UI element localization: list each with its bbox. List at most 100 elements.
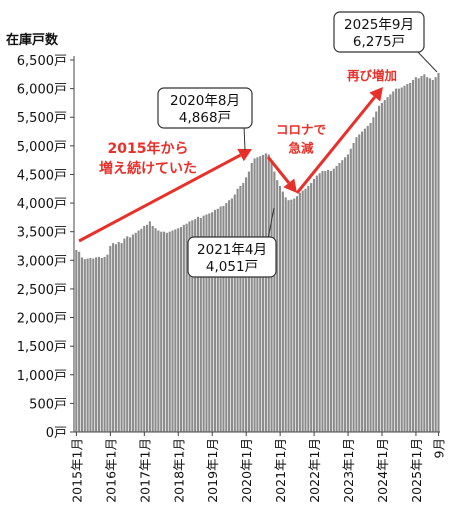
bar	[380, 102, 383, 432]
bar	[123, 238, 126, 432]
bar	[310, 183, 313, 432]
y-tick-label: 2,000戸	[17, 312, 67, 327]
bar	[225, 203, 228, 432]
bar	[270, 163, 273, 432]
x-tick-label: 2019年1月	[205, 438, 220, 503]
bar	[386, 97, 389, 432]
bar	[145, 224, 149, 432]
bar	[352, 142, 355, 432]
trend-arrows	[78, 87, 383, 243]
bar	[80, 257, 84, 432]
callout-box	[157, 87, 253, 129]
bar	[213, 209, 217, 432]
bar	[423, 74, 426, 433]
bar	[205, 214, 208, 432]
bar	[106, 254, 109, 432]
arrow-head	[237, 148, 252, 162]
callout-value: 4,051戸	[206, 259, 258, 275]
bar	[315, 175, 318, 433]
callout-value: 4,868戸	[179, 110, 231, 126]
bar	[267, 154, 270, 432]
bar	[273, 171, 276, 432]
bar	[185, 223, 188, 432]
bar	[307, 185, 310, 432]
bar	[394, 88, 398, 432]
bar	[403, 85, 406, 432]
bar	[211, 212, 214, 432]
callout-pointer	[243, 125, 246, 151]
decline-arrow	[266, 156, 297, 193]
bar	[129, 237, 132, 432]
bar	[327, 169, 330, 433]
arrow-head	[369, 87, 383, 102]
x-tick-label: 2018年1月	[171, 438, 186, 503]
bar	[242, 183, 245, 432]
arrow-head	[283, 178, 297, 193]
bar	[369, 122, 372, 432]
bar	[335, 165, 338, 432]
y-tick-label: 3,500戸	[17, 226, 67, 241]
bar	[182, 224, 185, 432]
x-tick-label: 2024年1月	[375, 438, 390, 503]
bar	[428, 78, 432, 432]
recovery-arrow	[295, 87, 383, 194]
bar	[411, 80, 415, 433]
bar	[284, 197, 287, 432]
y-tick-label: 6,000戸	[17, 83, 67, 98]
y-tick-label: 2,500戸	[17, 283, 67, 298]
bar	[109, 246, 112, 432]
bar	[375, 111, 378, 432]
bar	[140, 228, 143, 432]
bar	[245, 177, 248, 432]
bar	[434, 77, 437, 433]
bar	[392, 91, 395, 432]
x-tick-label: 2016年1月	[103, 438, 118, 503]
x-axis: 2015年1月 2016年1月 2017年1月 2018年1月 2019年1月 2020年…	[69, 431, 447, 503]
bar	[247, 171, 250, 432]
bar	[179, 227, 183, 432]
bar	[329, 171, 333, 432]
bar	[103, 256, 106, 432]
bar	[437, 72, 440, 432]
bar	[222, 205, 225, 432]
bar	[378, 105, 381, 433]
bar	[250, 163, 253, 432]
bar	[174, 229, 177, 432]
bar	[75, 250, 78, 432]
bar	[290, 199, 293, 432]
bar	[134, 232, 137, 432]
arrow-shaft	[266, 156, 291, 184]
x-tick-label: 2022年1月	[307, 438, 322, 503]
bar	[199, 217, 202, 432]
bar	[151, 225, 154, 432]
bar	[208, 213, 211, 432]
bar	[120, 243, 123, 432]
bar	[191, 220, 194, 432]
bar	[295, 196, 299, 432]
bar	[344, 157, 347, 433]
bar	[114, 244, 117, 432]
callout-date: 2020年8月	[170, 93, 240, 109]
y-tick-label: 5,500戸	[17, 111, 67, 126]
callout-date: 2025年9月	[344, 17, 414, 33]
y-axis-title: 在庫戸数	[6, 32, 59, 48]
bar	[389, 94, 392, 432]
bar	[298, 192, 301, 432]
bar	[117, 241, 120, 432]
bar	[383, 100, 386, 433]
bar	[131, 234, 134, 432]
bar	[301, 190, 304, 432]
bar	[230, 198, 233, 432]
bar	[349, 148, 352, 432]
bar	[148, 221, 151, 432]
y-tick-label: 1,500戸	[17, 340, 67, 355]
bar	[417, 78, 420, 432]
bar	[341, 160, 344, 432]
again-label: 再び増加	[347, 68, 397, 83]
callout-pointer	[415, 49, 438, 73]
bar	[304, 188, 307, 432]
bar	[194, 219, 197, 432]
